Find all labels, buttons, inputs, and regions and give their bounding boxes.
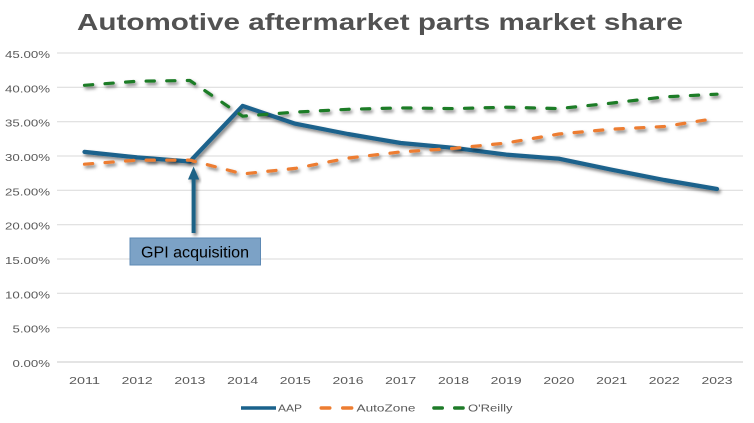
svg-text:45.00%: 45.00% bbox=[5, 49, 50, 61]
svg-text:GPI acquisition: GPI acquisition bbox=[141, 245, 249, 262]
svg-text:25.00%: 25.00% bbox=[5, 186, 50, 198]
svg-text:20.00%: 20.00% bbox=[5, 221, 50, 233]
svg-text:2015: 2015 bbox=[280, 375, 311, 387]
svg-text:AutoZone: AutoZone bbox=[357, 403, 416, 415]
svg-text:2016: 2016 bbox=[333, 375, 364, 387]
svg-text:2014: 2014 bbox=[227, 375, 258, 387]
svg-text:2023: 2023 bbox=[702, 375, 733, 387]
svg-text:2021: 2021 bbox=[596, 375, 627, 387]
svg-text:30.00%: 30.00% bbox=[5, 152, 50, 164]
svg-text:2019: 2019 bbox=[491, 375, 522, 387]
svg-text:2018: 2018 bbox=[438, 375, 469, 387]
svg-text:0.00%: 0.00% bbox=[13, 358, 51, 370]
svg-text:2012: 2012 bbox=[122, 375, 153, 387]
svg-text:5.00%: 5.00% bbox=[13, 324, 51, 336]
svg-text:O'Reilly: O'Reilly bbox=[468, 403, 513, 415]
svg-text:AAP: AAP bbox=[278, 403, 302, 415]
svg-text:2017: 2017 bbox=[385, 375, 416, 387]
svg-text:2011: 2011 bbox=[69, 375, 100, 387]
svg-text:2022: 2022 bbox=[649, 375, 680, 387]
svg-text:2013: 2013 bbox=[174, 375, 205, 387]
svg-text:10.00%: 10.00% bbox=[5, 289, 50, 301]
svg-text:15.00%: 15.00% bbox=[5, 255, 50, 267]
svg-text:Automotive aftermarket parts m: Automotive aftermarket parts market shar… bbox=[77, 9, 683, 35]
svg-text:35.00%: 35.00% bbox=[5, 118, 50, 130]
svg-text:2020: 2020 bbox=[543, 375, 574, 387]
svg-text:40.00%: 40.00% bbox=[5, 83, 50, 95]
